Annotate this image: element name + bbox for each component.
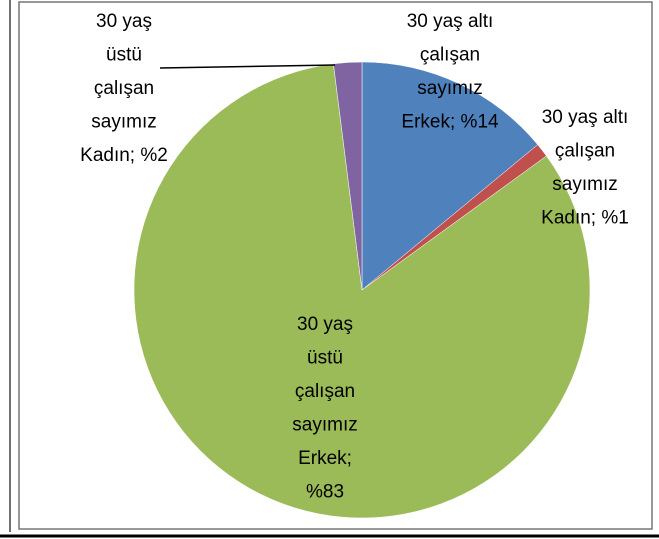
label-line: Kadın; %2 <box>80 145 168 166</box>
label-line: 30 yaş altı <box>407 11 494 32</box>
label-line: Erkek; %14 <box>401 112 499 133</box>
label-line: çalışan <box>555 141 615 162</box>
leader-line <box>159 64 336 69</box>
data-label: 30 yaş altı çalışan sayımız Kadın; %1 <box>541 107 629 229</box>
pie-slice <box>133 63 591 519</box>
label-line: sayımız <box>91 112 156 133</box>
label-line: 30 yaş <box>297 314 353 335</box>
label-line: çalışan <box>420 45 480 66</box>
label-line: sayımız <box>292 415 357 436</box>
label-line: çalışan <box>295 381 355 402</box>
data-label: 30 yaş altı çalışan sayımız Erkek; %14 <box>401 11 499 133</box>
label-line: çalışan <box>94 78 154 99</box>
data-label: 30 yaş üstü çalışan sayımız Kadın; %2 <box>80 11 168 166</box>
label-line: %83 <box>306 482 344 503</box>
label-line: Kadın; %1 <box>541 208 629 229</box>
label-line: üstü <box>307 348 343 369</box>
pie-slice <box>333 61 363 291</box>
label-line: 30 yaş <box>96 11 152 32</box>
label-line: sayımız <box>552 174 617 195</box>
label-line: sayımız <box>417 78 482 99</box>
label-line: Erkek; <box>298 448 352 469</box>
label-line: üstü <box>106 45 142 66</box>
pie-slice <box>361 61 539 291</box>
data-label: 30 yaş üstü çalışan sayımız Erkek; %83 <box>292 314 357 503</box>
label-line: 30 yaş altı <box>542 107 629 128</box>
